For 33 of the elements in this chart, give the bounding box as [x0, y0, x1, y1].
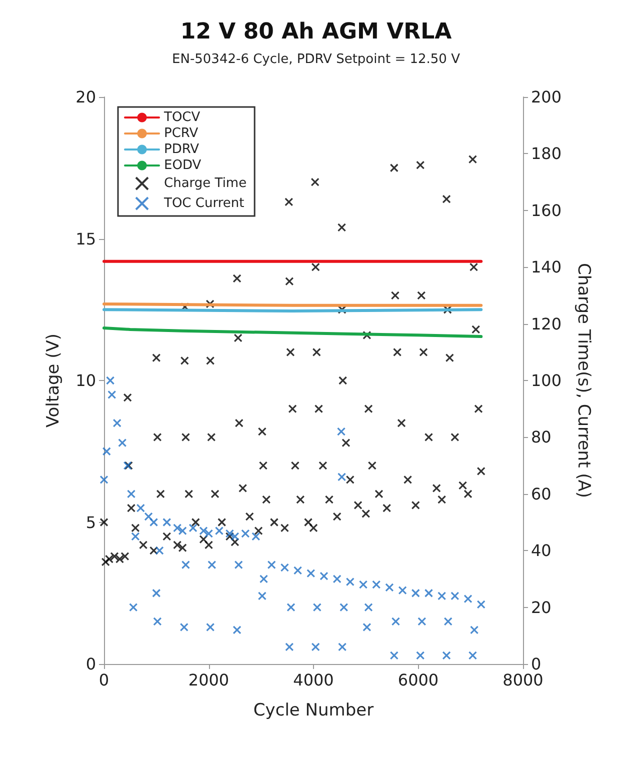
y-axis-title: Voltage (V)	[44, 333, 64, 428]
x-tick-label: 4000	[293, 670, 334, 690]
x-axis-title: Cycle Number	[253, 700, 374, 720]
x-tick-label: 0	[98, 670, 110, 690]
y2-tick-label: 20	[531, 598, 552, 617]
line-series	[102, 326, 483, 338]
y2-tick-label: 80	[531, 428, 552, 447]
legend-label: EODV	[164, 158, 202, 173]
y2-tick-label: 100	[531, 371, 562, 390]
legend-label: PCRV	[164, 126, 198, 141]
y2-axis-title: Charge Time(s), Current (A)	[574, 262, 594, 498]
x-tick-label: 8000	[502, 670, 544, 690]
legend-label: TOC Current	[163, 196, 244, 211]
y2-tick-label: 40	[531, 541, 552, 560]
legend-label: PDRV	[164, 142, 200, 157]
y-tick-label: 10	[76, 371, 96, 390]
legend-label: TOCV	[163, 110, 200, 125]
chart-title: 12 V 80 Ah AGM VRLA	[180, 20, 452, 44]
x-tick-label: 6000	[398, 670, 439, 690]
legend-label: Charge Time	[164, 176, 247, 191]
y2-tick-label: 180	[531, 144, 562, 164]
chart-subtitle: EN-50342-6 Cycle, PDRV Setpoint = 12.50 V	[172, 52, 460, 67]
y-tick-label: 0	[86, 654, 96, 674]
x-tick-label: 2000	[188, 670, 230, 690]
y-tick-label: 5	[86, 512, 96, 532]
y2-tick-label: 200	[531, 88, 562, 106]
y-tick-label: 20	[76, 88, 96, 106]
y2-tick-label: 0	[531, 654, 542, 674]
y2-tick-label: 160	[531, 200, 562, 220]
y2-tick-label: 140	[531, 258, 562, 277]
y-tick-label: 15	[76, 229, 96, 248]
y2-tick-label: 60	[531, 484, 552, 504]
y2-tick-label: 120	[531, 314, 562, 334]
